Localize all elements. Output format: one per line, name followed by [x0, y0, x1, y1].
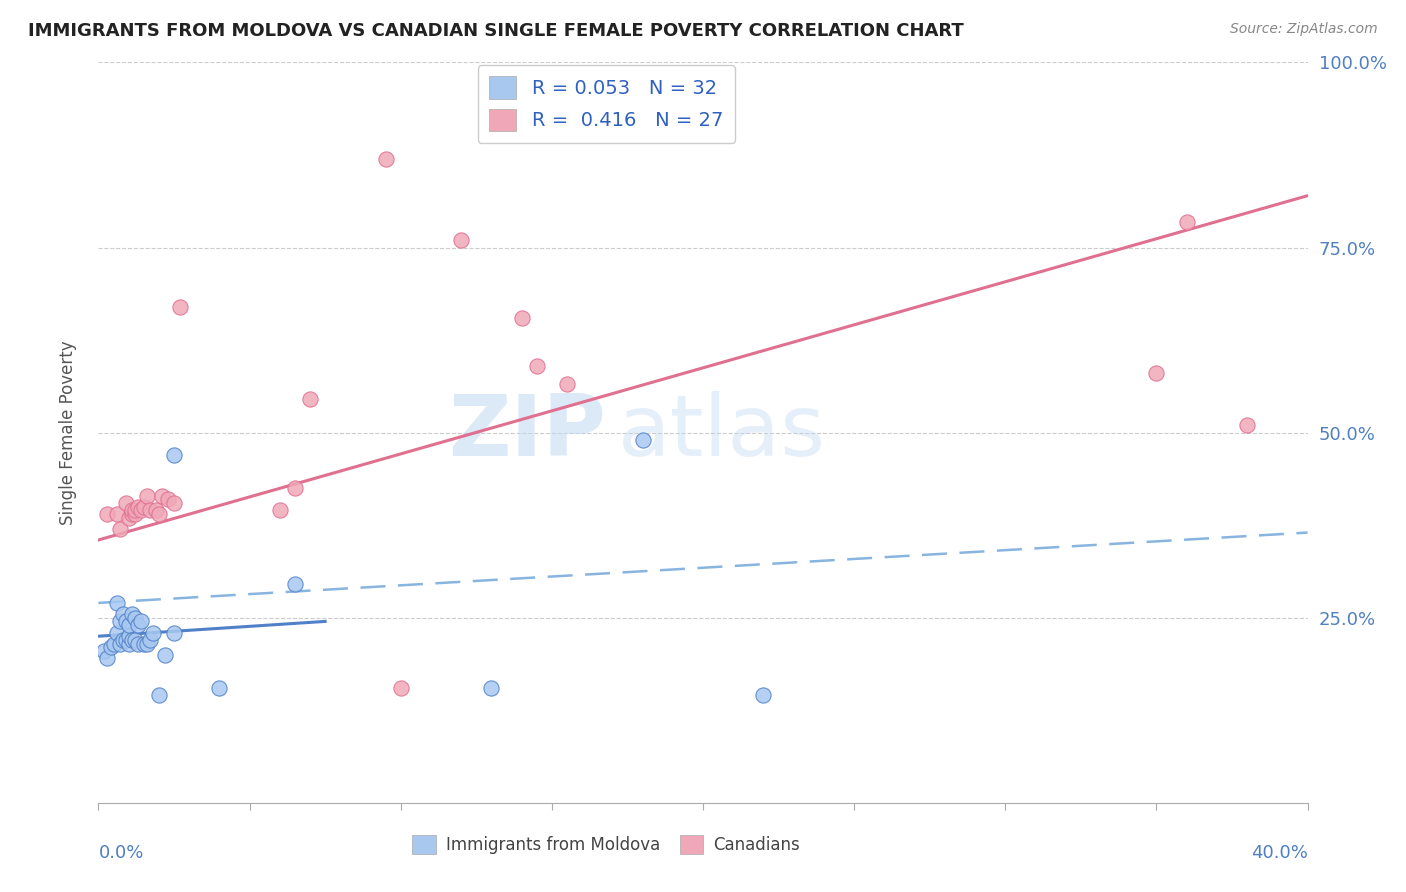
- Point: [114, 632, 136, 647]
- Point: [156, 492, 179, 507]
- Text: 40.0%: 40.0%: [1251, 844, 1308, 862]
- Point: [526, 359, 548, 373]
- Point: [374, 152, 396, 166]
- Point: [121, 607, 143, 621]
- Point: [148, 507, 170, 521]
- Point: [1175, 214, 1198, 228]
- Point: [118, 629, 141, 643]
- Point: [135, 489, 157, 503]
- Point: [124, 507, 146, 521]
- Text: IMMIGRANTS FROM MOLDOVA VS CANADIAN SINGLE FEMALE POVERTY CORRELATION CHART: IMMIGRANTS FROM MOLDOVA VS CANADIAN SING…: [28, 22, 965, 40]
- Point: [163, 448, 186, 462]
- Point: [481, 681, 503, 695]
- Point: [121, 507, 143, 521]
- Point: [124, 503, 146, 517]
- Point: [132, 500, 155, 514]
- Point: [105, 596, 128, 610]
- Point: [127, 618, 149, 632]
- Point: [631, 433, 654, 447]
- Point: [163, 496, 186, 510]
- Text: atlas: atlas: [619, 391, 827, 475]
- Point: [450, 233, 472, 247]
- Point: [163, 625, 186, 640]
- Point: [96, 651, 118, 665]
- Point: [114, 615, 136, 629]
- Point: [299, 392, 322, 407]
- Point: [129, 615, 152, 629]
- Point: [100, 640, 122, 655]
- Point: [93, 644, 115, 658]
- Point: [127, 500, 149, 514]
- Point: [555, 377, 578, 392]
- Text: ZIP: ZIP: [449, 391, 606, 475]
- Point: [108, 637, 131, 651]
- Legend: Immigrants from Moldova, Canadians: Immigrants from Moldova, Canadians: [406, 829, 807, 861]
- Point: [1144, 367, 1167, 381]
- Point: [96, 507, 118, 521]
- Text: 0.0%: 0.0%: [98, 844, 143, 862]
- Point: [150, 489, 173, 503]
- Point: [135, 637, 157, 651]
- Point: [111, 632, 134, 647]
- Point: [752, 689, 775, 703]
- Point: [118, 637, 141, 651]
- Point: [121, 503, 143, 517]
- Point: [269, 503, 291, 517]
- Point: [142, 625, 165, 640]
- Point: [129, 503, 152, 517]
- Point: [124, 610, 146, 624]
- Point: [169, 300, 191, 314]
- Point: [284, 481, 307, 495]
- Point: [105, 625, 128, 640]
- Point: [127, 637, 149, 651]
- Point: [145, 503, 167, 517]
- Point: [132, 637, 155, 651]
- Text: Source: ZipAtlas.com: Source: ZipAtlas.com: [1230, 22, 1378, 37]
- Point: [108, 615, 131, 629]
- Point: [510, 310, 533, 325]
- Point: [114, 496, 136, 510]
- Point: [111, 607, 134, 621]
- Point: [121, 632, 143, 647]
- Point: [284, 577, 307, 591]
- Point: [103, 637, 125, 651]
- Point: [139, 632, 162, 647]
- Point: [139, 503, 162, 517]
- Point: [118, 510, 141, 524]
- Point: [1236, 418, 1258, 433]
- Y-axis label: Single Female Poverty: Single Female Poverty: [59, 341, 77, 524]
- Point: [389, 681, 412, 695]
- Point: [208, 681, 231, 695]
- Point: [148, 689, 170, 703]
- Point: [124, 632, 146, 647]
- Point: [153, 648, 176, 662]
- Point: [108, 522, 131, 536]
- Point: [118, 618, 141, 632]
- Point: [105, 507, 128, 521]
